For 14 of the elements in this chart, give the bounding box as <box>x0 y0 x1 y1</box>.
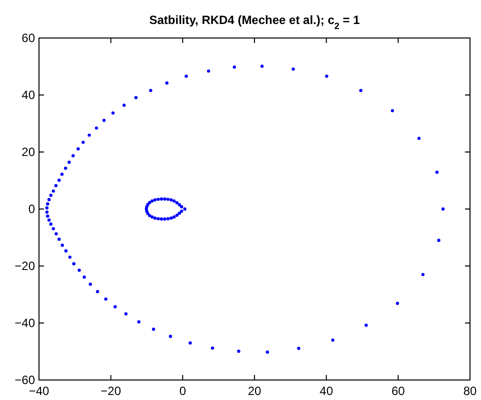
y-tick-label: −40 <box>14 316 36 330</box>
x-tick-label: 60 <box>391 384 406 398</box>
y-tick-label: 20 <box>22 145 36 160</box>
x-tick-label: 80 <box>463 384 477 398</box>
y-tick-label: −20 <box>14 259 36 274</box>
x-tick-label: 40 <box>320 384 334 398</box>
y-tick-label: 60 <box>22 31 36 46</box>
x-tick-label: 0 <box>179 384 186 398</box>
y-tick-label: 40 <box>22 88 36 102</box>
x-tick-label: 20 <box>248 384 262 398</box>
x-tick-label: −20 <box>100 384 122 398</box>
y-tick-label: −60 <box>14 373 36 388</box>
chart-title: Satbility, RKD4 (Mechee et al.); c$_{2}$ = 1 <box>149 13 360 31</box>
y-tick-label: 0 <box>28 202 36 216</box>
